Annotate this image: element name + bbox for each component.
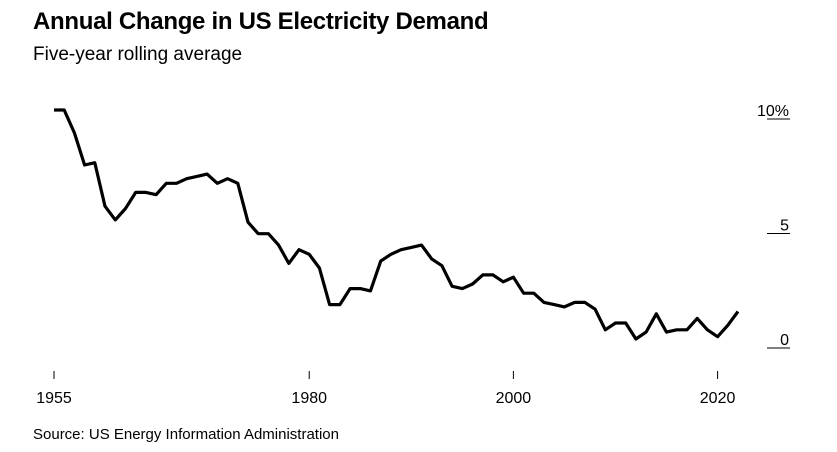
x-tick-label: 1980 [291, 390, 327, 407]
chart-title: Annual Change in US Electricity Demand [33, 8, 489, 35]
x-tick-label: 2000 [496, 390, 532, 407]
y-tick-label: 10% [757, 103, 789, 120]
series-layer [54, 108, 740, 341]
source-note: Source: US Energy Information Administra… [33, 426, 339, 443]
chart-subtitle: Five-year rolling average [33, 44, 243, 65]
x-tick-label: 1955 [36, 390, 72, 407]
axes: 1955 1980 2000 2020 10% 5 0 [36, 103, 790, 407]
y-tick-label: 5 [780, 218, 789, 235]
x-tick-label: 2020 [700, 390, 736, 407]
series-line [54, 108, 740, 341]
y-tick-label: 0 [780, 332, 789, 349]
